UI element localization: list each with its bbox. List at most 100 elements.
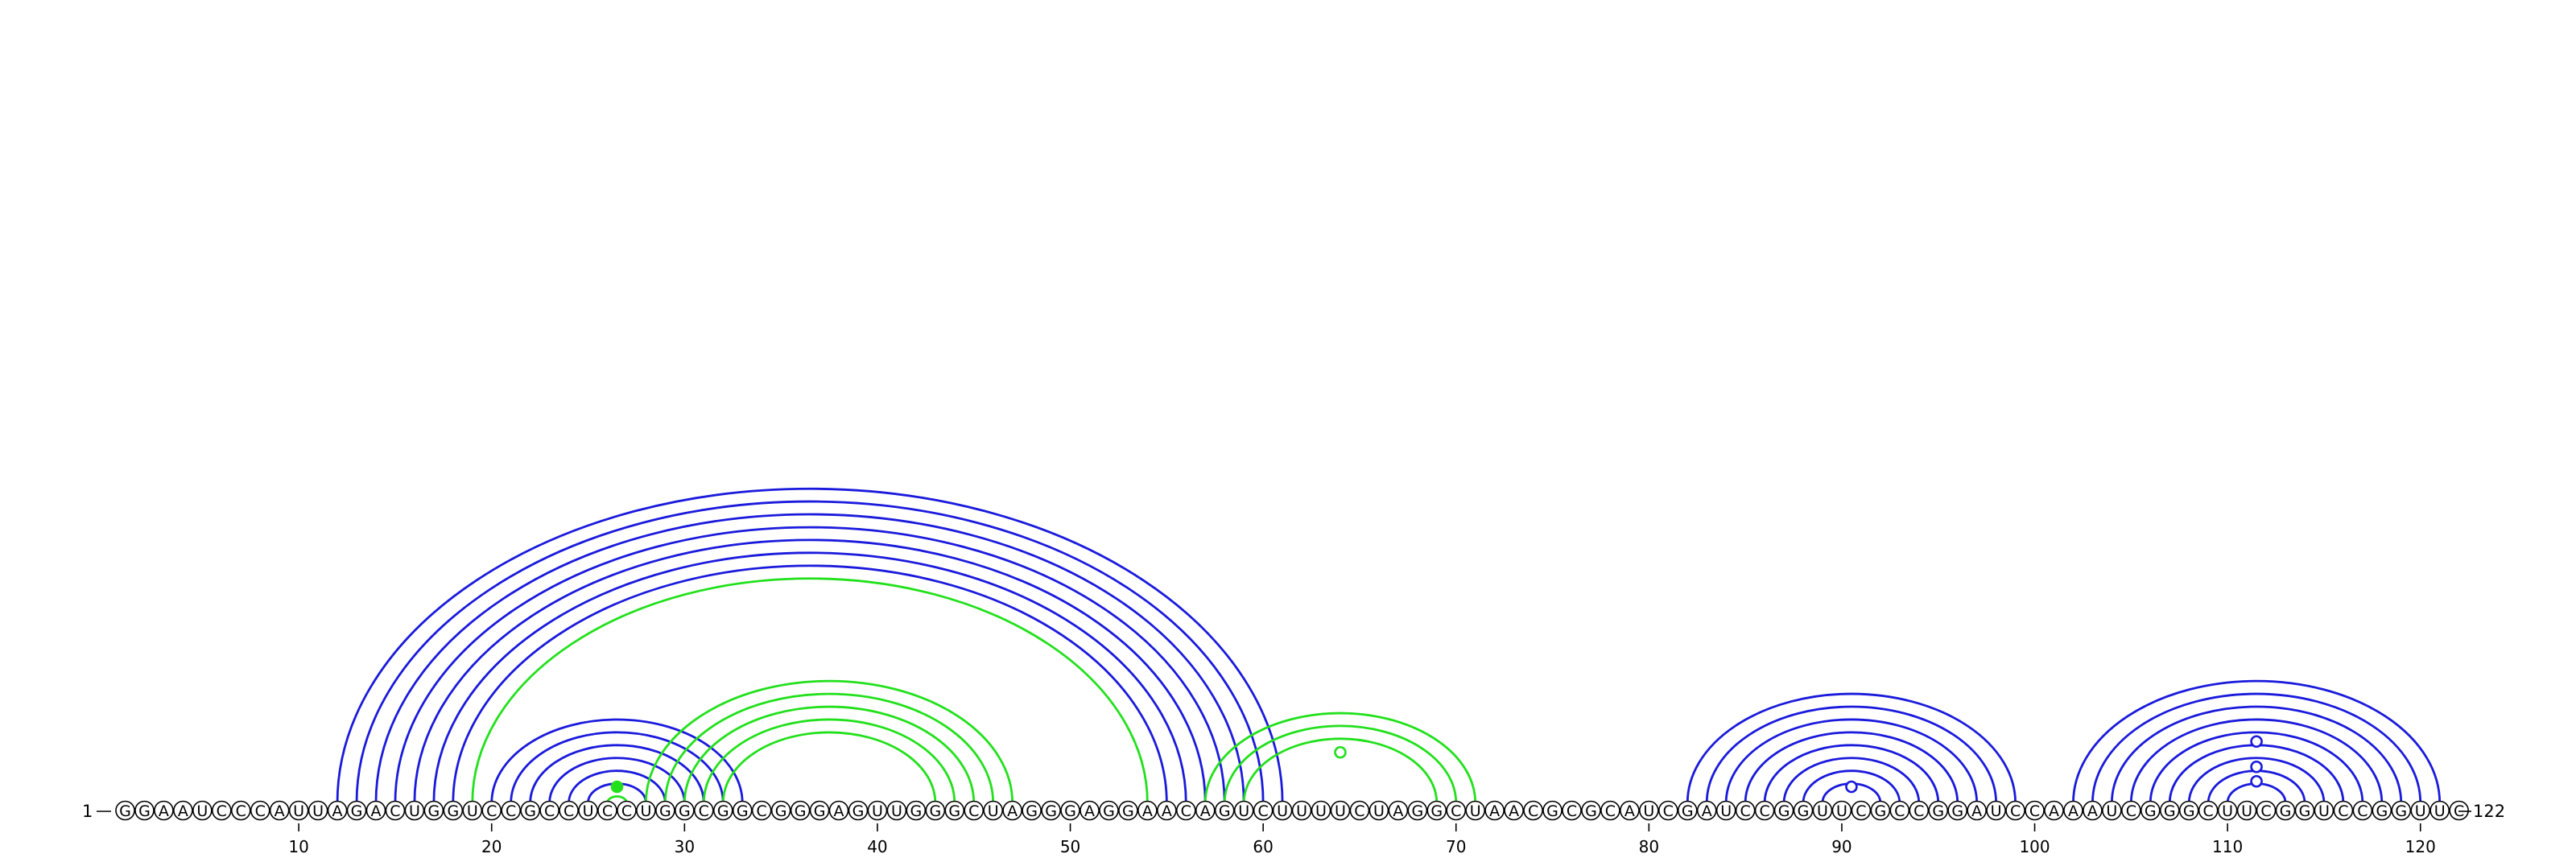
base-pair-arc-107-116	[2168, 744, 2345, 803]
nucleotide-letter: G	[447, 802, 459, 820]
nucleotide-letter: G	[2395, 802, 2407, 820]
nucleotide: U	[1330, 800, 1351, 821]
base-pair-arc-83-98	[1705, 705, 1998, 803]
nucleotide-letter: G	[717, 802, 729, 820]
nucleotide-circle	[1176, 800, 1196, 821]
nucleotide: C	[2333, 800, 2354, 821]
nucleotide: C	[964, 800, 985, 821]
nucleotide: U	[1831, 800, 1852, 821]
base-pair-arc-23-30	[548, 757, 686, 803]
nucleotide-letter: G	[1064, 802, 1076, 820]
nucleotide-letter: U	[2241, 802, 2252, 820]
nucleotide: C	[539, 800, 559, 821]
nucleotide: G	[1426, 800, 1447, 821]
nucleotide-circle	[1793, 800, 1814, 821]
nucleotide-letter: C	[968, 802, 979, 820]
nucleotide-circle	[1272, 800, 1293, 821]
nucleotide-letter: U	[1836, 802, 1847, 820]
nucleotide-letter: C	[2357, 802, 2368, 820]
nucleotide-circle	[501, 800, 522, 821]
nucleotide-circle	[1523, 800, 1543, 821]
base-pair-arc-18-55	[452, 564, 1168, 803]
base-pair-arc-58-70	[1223, 724, 1458, 803]
nucleotide-circle	[1851, 800, 1872, 821]
nucleotide: G	[1407, 800, 1428, 821]
nucleotide-letter: C	[2029, 802, 2040, 820]
nucleotide: G	[2294, 800, 2315, 821]
tick-label: 80	[1639, 837, 1659, 856]
nucleotide-circle	[1967, 800, 1987, 821]
nucleotide: C	[1658, 800, 1678, 821]
nucleotide-letter: G	[1585, 802, 1597, 820]
nucleotide-letter: G	[1682, 802, 1694, 820]
nucleotide-circle	[1388, 800, 1409, 821]
nucleotide-letter: U	[1643, 802, 1654, 820]
nucleotide-circle	[925, 800, 946, 821]
nucleotide: C	[2025, 800, 2045, 821]
nucleotide: G	[1928, 800, 1949, 821]
nucleotide-circle	[173, 800, 193, 821]
nucleotide-circle	[404, 800, 425, 821]
nucleotide-circle	[1426, 800, 1447, 821]
nucleotide: C	[1909, 800, 1930, 821]
nucleotide-circle	[1639, 800, 1659, 821]
nucleotide-circle	[1870, 800, 1891, 821]
nucleotide-circle	[886, 800, 907, 821]
nucleotide: C	[2256, 800, 2277, 821]
nucleotide: G	[732, 800, 753, 821]
base-pair-arcs	[336, 487, 2442, 803]
tick-label: 30	[675, 837, 695, 856]
nucleotide: A	[1620, 800, 1640, 821]
nucleotide-letter: G	[1874, 802, 1886, 820]
nucleotide-circle	[2198, 800, 2219, 821]
nucleotide-letter: G	[737, 802, 749, 820]
nucleotide: C	[2352, 800, 2373, 821]
nucleotide-letter: G	[852, 802, 865, 820]
base-pair-arc-12-61	[336, 487, 1284, 803]
nucleotide-letter: G	[1219, 802, 1231, 820]
nucleotide-letter: A	[370, 802, 381, 820]
nucleotide-letter: G	[929, 802, 941, 820]
base-pair-arc-19-54	[471, 577, 1149, 803]
nucleotide: U	[462, 800, 483, 821]
base-pair-arc-88-93	[1802, 769, 1901, 803]
nucleotide: U	[578, 800, 598, 821]
arc-marker-dot	[2250, 760, 2263, 773]
tick-label: 90	[1831, 837, 1852, 856]
nucleotide-letter: C	[1354, 802, 1364, 820]
nucleotide-letter: C	[255, 802, 266, 820]
nucleotide: C	[1446, 800, 1467, 821]
nucleotide-letter: G	[119, 802, 131, 820]
nucleotide-circle	[809, 800, 830, 821]
nucleotide-circle	[1099, 800, 1119, 821]
nucleotide: C	[1754, 800, 1775, 821]
nucleotide-circle	[1600, 800, 1620, 821]
nucleotide: C	[2198, 800, 2219, 821]
nucleotide: G	[2178, 800, 2199, 821]
nucleotide: A	[1967, 800, 1987, 821]
nucleotide: G	[809, 800, 830, 821]
nucleotide-letter: C	[1740, 802, 1750, 820]
nucleotide: G	[2275, 800, 2296, 821]
nucleotide-letter: C	[1913, 802, 1924, 820]
nucleotide: G	[1060, 800, 1080, 821]
nucleotide-letter: U	[409, 802, 420, 820]
nucleotide-letter: U	[891, 802, 902, 820]
nucleotide: G	[520, 800, 540, 821]
nucleotide-letter: G	[1778, 802, 1790, 820]
sequence-end-label: 122	[2473, 802, 2505, 821]
nucleotide: G	[1870, 800, 1891, 821]
nucleotide-letter: A	[2087, 802, 2098, 820]
nucleotide-circle	[1253, 800, 1274, 821]
nucleotide: G	[1677, 800, 1698, 821]
nucleotide-circle	[365, 800, 386, 821]
nucleotide-letter: A	[1702, 802, 1712, 820]
base-pair-arc-106-117	[2149, 731, 2364, 803]
nucleotide: G	[423, 800, 444, 821]
nucleotide: U	[1639, 800, 1659, 821]
nucleotide-circle	[848, 800, 869, 821]
nucleotide-letter: G	[659, 802, 671, 820]
nucleotide: G	[2159, 800, 2180, 821]
nucleotide: C	[597, 800, 617, 821]
nucleotide-letter: A	[1393, 802, 1403, 820]
